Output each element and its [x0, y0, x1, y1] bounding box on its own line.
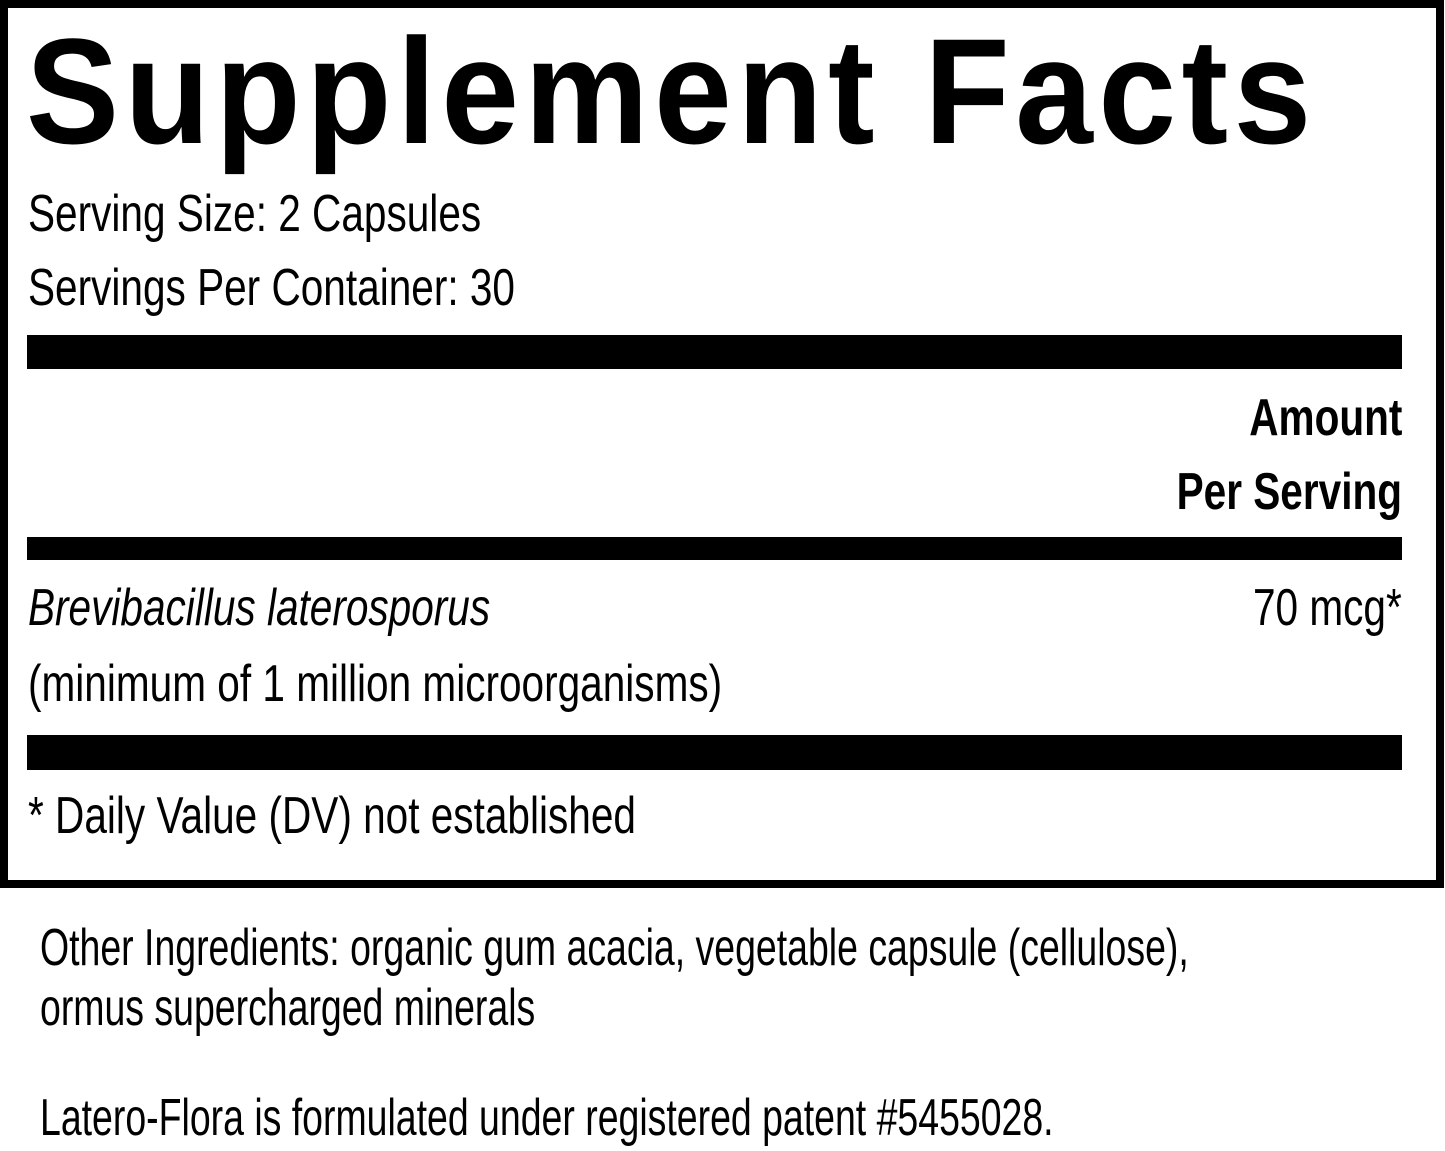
- supplement-facts-panel: [0, 0, 1444, 888]
- servings-per-container: Servings Per Container: 30: [28, 259, 515, 317]
- divider-thick-bottom: [27, 735, 1402, 770]
- divider-thick: [27, 335, 1402, 369]
- divider-medium: [27, 537, 1402, 560]
- amount-header-line2: Per Serving: [1176, 463, 1402, 521]
- ingredient-amount: 70 mcg*: [1253, 579, 1402, 637]
- patent-note: Latero-Flora is formulated under registe…: [40, 1089, 1054, 1147]
- other-ingredients-line1: Other Ingredients: organic gum acacia, v…: [40, 919, 1189, 977]
- ingredient-note: (minimum of 1 million microorganisms): [28, 655, 723, 713]
- serving-size: Serving Size: 2 Capsules: [28, 185, 482, 243]
- amount-header-line1: Amount: [1248, 389, 1402, 447]
- footnote: * Daily Value (DV) not established: [28, 787, 636, 845]
- ingredient-name: Brevibacillus laterosporus: [28, 579, 491, 637]
- panel-title: Supplement Facts: [26, 7, 1317, 175]
- other-ingredients-line2: ormus supercharged minerals: [40, 979, 536, 1037]
